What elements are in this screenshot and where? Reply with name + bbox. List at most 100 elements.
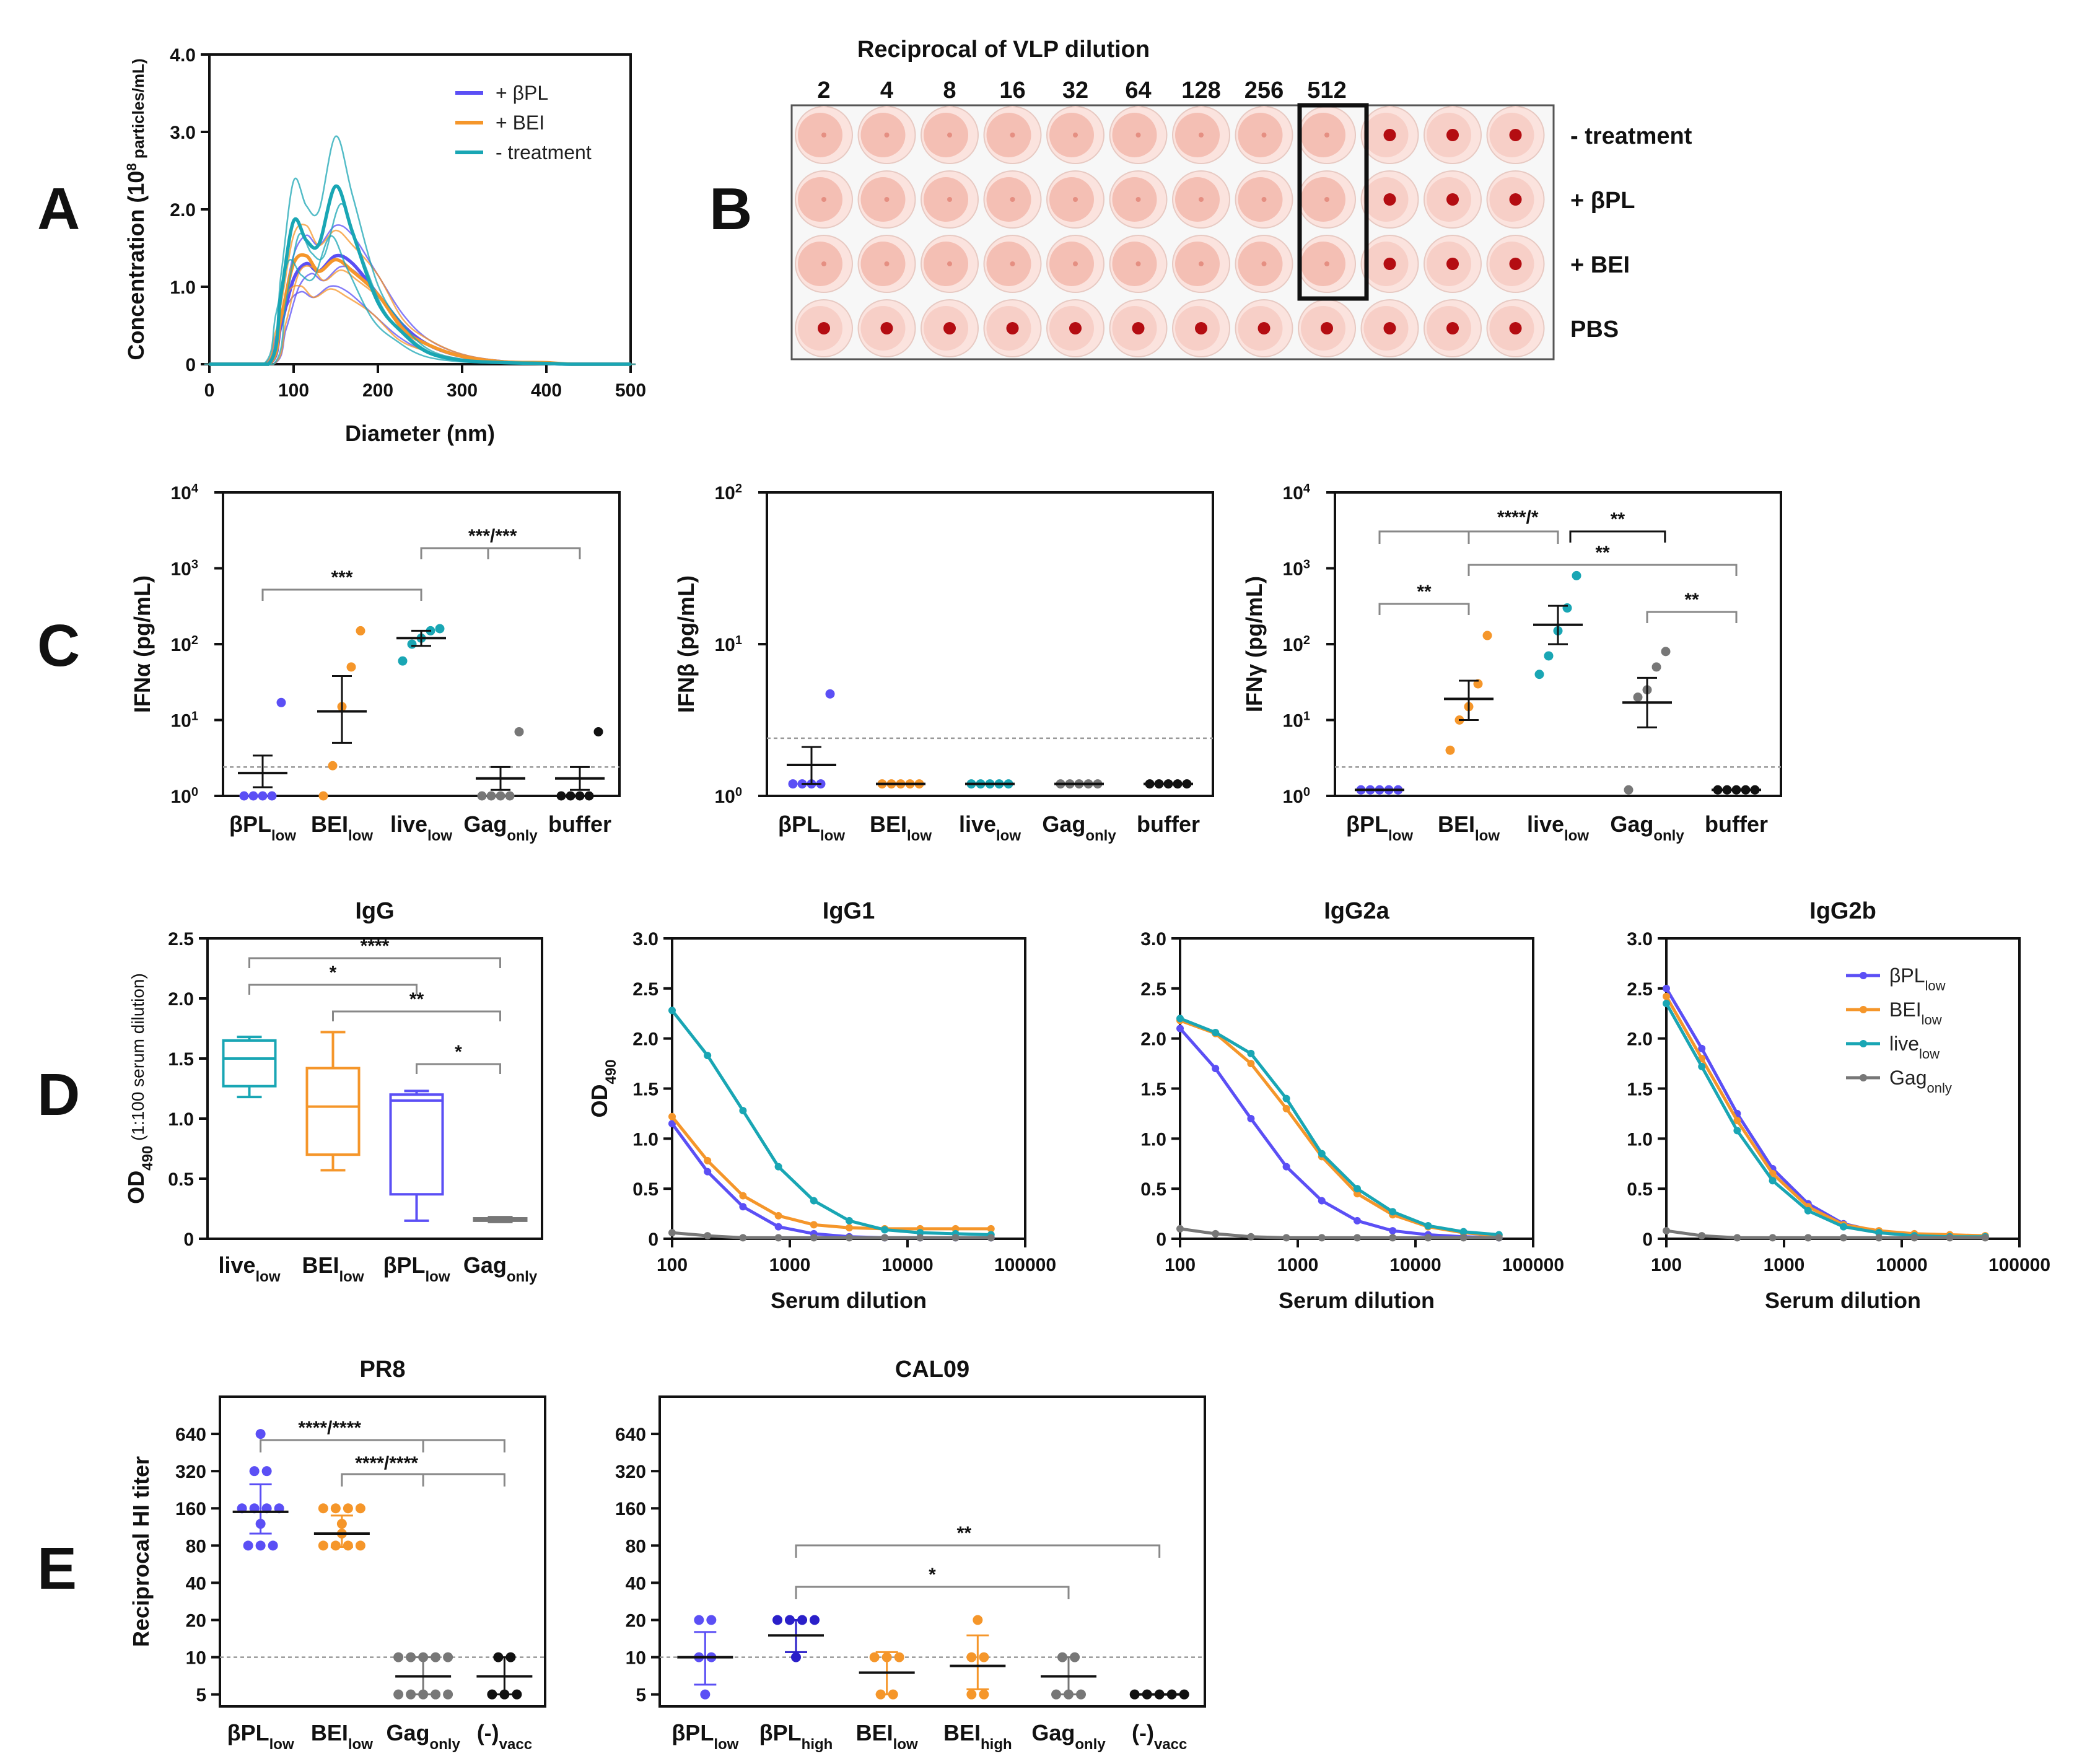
a-ytick-label: 4.0 xyxy=(170,45,196,66)
dl1-series-point xyxy=(774,1163,782,1171)
d-legend-sub: low xyxy=(1925,978,1946,993)
c2-frame xyxy=(766,491,1214,797)
dl1-xtick-label: 100 xyxy=(657,1255,688,1275)
c3-ytick-label: 103 xyxy=(1283,558,1311,580)
panel-label-b: B xyxy=(709,176,752,242)
row-label: + BEI xyxy=(1570,252,1630,278)
c3-data-point xyxy=(1651,662,1661,672)
dl3-ytick-label: 1.5 xyxy=(1627,1080,1653,1100)
dl1-series-point xyxy=(845,1216,853,1225)
panel-e-hi-titers: 5 10 20 40 80 160 320 640 PR8 βPLlow BEIlow Gagonly… xyxy=(128,1356,1206,1753)
c1-ytick-exp: 4 xyxy=(191,482,199,496)
c1-sig-label-2: ***/*** xyxy=(468,526,517,546)
igg-box xyxy=(222,1039,277,1088)
dl3-series-point xyxy=(1733,1234,1741,1242)
e1-data-point xyxy=(343,1540,353,1551)
d-legend-sub: low xyxy=(1919,1046,1940,1062)
dl3-title: IgG2b xyxy=(1809,898,1876,924)
dl2-series-point xyxy=(1424,1234,1432,1242)
igg-category-sub: low xyxy=(425,1268,450,1285)
e2-data-point xyxy=(979,1652,989,1662)
c2-ytick-exp: 2 xyxy=(735,482,742,496)
c1-category-label: livelow xyxy=(390,811,452,844)
cal-sig-bracket-2-label: * xyxy=(929,1565,936,1585)
c1-data-point xyxy=(556,791,566,801)
well-button xyxy=(1199,261,1204,266)
dl1-series-point xyxy=(704,1052,712,1060)
e1-ytick-label: 320 xyxy=(175,1462,206,1482)
d-legend-marker xyxy=(1860,972,1867,979)
c2-ytick-label: 100 xyxy=(715,785,743,807)
dl1-x-label: Serum dilution xyxy=(771,1288,927,1313)
dl3-xtick-label: 1000 xyxy=(1764,1255,1805,1275)
dl1-ytick-label: 3.0 xyxy=(632,929,658,950)
panel-e-pr8: 5 10 20 40 80 160 320 640 PR8 βPLlow BEIlow Gagonly… xyxy=(128,1356,546,1753)
e1-data-point xyxy=(255,1429,266,1439)
well-blood xyxy=(986,177,1031,222)
well-blood xyxy=(1175,113,1220,157)
dl1-series-point xyxy=(774,1212,782,1220)
dl1-title: IgG1 xyxy=(823,898,875,924)
well-button xyxy=(947,261,952,266)
e2-data-point xyxy=(700,1689,711,1700)
c1-data-point xyxy=(407,639,417,649)
c1-data-point xyxy=(356,626,365,635)
d-legend-marker xyxy=(1860,1074,1867,1081)
c1-ytick-exp: 2 xyxy=(191,634,198,647)
dl1-series-line-3 xyxy=(671,1231,991,1239)
igg-ytick-label: 1.5 xyxy=(168,1049,194,1070)
dl1-series-point xyxy=(668,1229,676,1237)
dl3-series-point xyxy=(1698,1062,1706,1070)
c1-ytick-label: 104 xyxy=(171,482,199,504)
dl2-series-point xyxy=(1318,1234,1326,1242)
well-blood xyxy=(924,177,968,222)
c3-category-sub: low xyxy=(1564,827,1589,844)
c3-category-label: buffer xyxy=(1705,811,1768,837)
dl1-series-point xyxy=(739,1192,747,1200)
c3-ytick-exp: 2 xyxy=(1303,634,1310,647)
dl1-xtick-label: 10000 xyxy=(881,1255,933,1275)
a-ytick-label: 0 xyxy=(185,355,196,375)
c1-ytick-exp: 0 xyxy=(191,785,198,799)
dl1-xtick-label: 1000 xyxy=(769,1255,811,1275)
igg-y-label-sub: 490 xyxy=(139,1146,156,1171)
panel-label-d: D xyxy=(37,1062,80,1128)
a-replicate-line-2 xyxy=(209,135,631,365)
dl1-series-point xyxy=(845,1234,853,1242)
well-button xyxy=(1006,322,1019,334)
well-blood xyxy=(1112,113,1157,157)
panel-b-title: Reciprocal of VLP dilution xyxy=(857,37,1150,63)
c1-category-sub: low xyxy=(271,827,296,844)
c1-data-point xyxy=(575,791,585,801)
c1-data-point xyxy=(398,656,408,666)
dl2-ytick-label: 2.0 xyxy=(1140,1029,1166,1050)
c1-category-label: BEIlow xyxy=(311,811,373,844)
a-xtick-label: 100 xyxy=(278,380,309,401)
igg-title: IgG xyxy=(355,898,394,924)
dl2-ytick-label: 3.0 xyxy=(1140,929,1166,950)
dl2-series-point xyxy=(1282,1094,1290,1102)
endpoint-highlight-box xyxy=(1297,103,1369,301)
dl1-series-point xyxy=(668,1006,676,1015)
c1-category-sub: low xyxy=(348,827,373,844)
e2-ytick-label: 10 xyxy=(626,1648,646,1669)
well-blood xyxy=(1238,242,1283,286)
e2-ytick-label: 640 xyxy=(615,1425,646,1445)
dl2-title: IgG2a xyxy=(1324,898,1389,924)
igg-category-sub: only xyxy=(507,1268,538,1285)
e1-category-sub: vacc xyxy=(499,1736,532,1753)
d-legend-marker xyxy=(1860,1040,1867,1047)
legend-label-bei: + BEI xyxy=(496,111,545,134)
dl1-ytick-label: 1.0 xyxy=(632,1129,658,1150)
well-button xyxy=(1383,129,1396,141)
c1-data-point xyxy=(496,791,505,801)
e1-data-point xyxy=(343,1503,353,1514)
cal-sig-bracket-1 xyxy=(795,1544,1161,1558)
c3-ytick-exp: 0 xyxy=(1303,785,1310,799)
dl3-series-line-2 xyxy=(1664,1002,1985,1239)
well-button xyxy=(1010,197,1015,202)
dl2-xtick-label: 100 xyxy=(1165,1255,1196,1275)
c3-data-point xyxy=(1562,603,1572,613)
dl1-series-point xyxy=(810,1234,818,1242)
pr8-sig-label-1: ****/**** xyxy=(298,1418,361,1438)
